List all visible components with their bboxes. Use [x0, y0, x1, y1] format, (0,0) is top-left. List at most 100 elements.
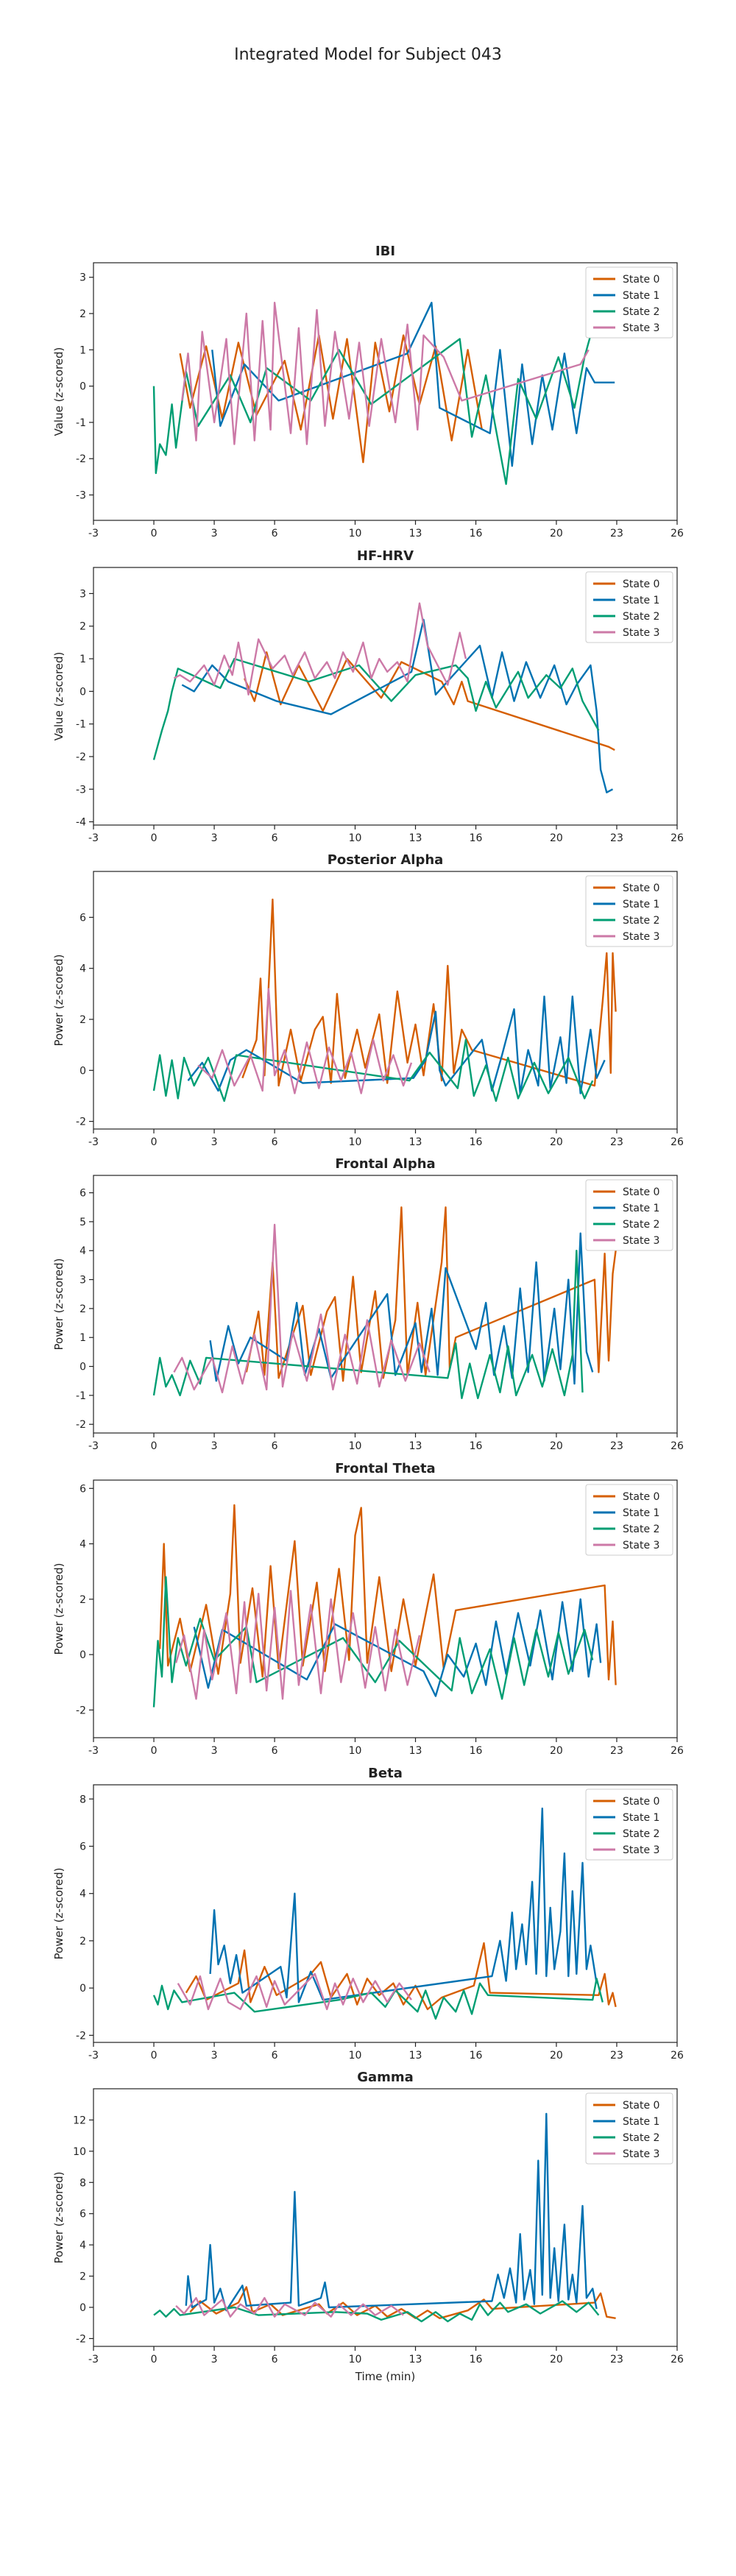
axes-frame	[93, 1479, 678, 1738]
axes-frame	[93, 567, 678, 826]
x-tick-label: 26	[670, 832, 684, 844]
legend-label: State 1	[623, 899, 659, 910]
legend-label: State 3	[623, 627, 659, 639]
x-tick-label: 23	[610, 2050, 623, 2062]
x-tick-label: 16	[470, 528, 483, 539]
series-line-state-3	[177, 1972, 412, 2011]
x-tick-label: 6	[272, 1440, 278, 1452]
x-tick-label: 0	[151, 528, 158, 539]
y-axis-label: Power (z-scored)	[52, 1868, 66, 1960]
legend-label: State 3	[623, 1540, 659, 1551]
y-tick-label: 6	[79, 912, 86, 924]
legend-box	[585, 875, 673, 947]
series-line-state-0	[179, 334, 483, 464]
x-tick-label: 10	[349, 528, 362, 539]
series-line-state-1	[209, 1232, 594, 1385]
x-tick-label: 0	[151, 1136, 158, 1148]
y-tick-label: -2	[76, 1705, 86, 1716]
series-line-state-2	[152, 1038, 594, 1103]
y-tick-label: -2	[76, 1419, 86, 1431]
x-tick-label: 13	[409, 528, 422, 539]
x-tick-label: 0	[151, 2354, 158, 2366]
y-tick-label: -3	[76, 784, 86, 796]
y-tick-label: 10	[73, 2146, 86, 2158]
y-axis-label: Power (z-scored)	[52, 955, 66, 1047]
series-line-state-1	[209, 1807, 598, 2003]
y-axis-label: Value (z-scored)	[52, 347, 66, 436]
legend-label: State 1	[623, 2116, 659, 2128]
x-tick-label: 0	[151, 2050, 158, 2062]
y-tick-label: 0	[79, 1983, 86, 1995]
x-tick-label: 13	[409, 2354, 422, 2366]
legend-box	[585, 266, 673, 339]
series-line-state-2	[152, 657, 600, 760]
x-tick-label: 20	[550, 1745, 563, 1757]
x-tick-label: 6	[272, 1745, 278, 1757]
panel-title: Beta	[368, 1766, 403, 1781]
legend: State 0 State 1 State 2 State 3	[585, 2092, 673, 2165]
panel-gamma: Gamma -3 0 3 6 10 13 16 20 23 26 -2 0 2 4 6 8 10 12 Power (…	[52, 2070, 684, 2383]
series-line-state-3	[173, 602, 467, 696]
x-tick-label: 20	[550, 528, 563, 539]
series-line-state-0	[185, 1942, 617, 2011]
panel-beta: Beta -3 0 3 6 10 13 16 20 23 26 -2 0 2 4 6 8 Power (z-sco…	[52, 1766, 684, 2062]
x-tick-label: 20	[550, 1136, 563, 1148]
x-tick-label: -3	[88, 528, 99, 539]
y-tick-label: 6	[79, 1841, 86, 1853]
y-tick-label: 2	[79, 1594, 86, 1606]
legend-label: State 2	[623, 306, 659, 318]
y-tick-label: 0	[79, 381, 86, 393]
legend-box	[585, 2092, 673, 2165]
y-tick-label: 2	[79, 1014, 86, 1026]
x-tick-label: 26	[670, 2354, 684, 2366]
y-tick-label: 4	[79, 963, 86, 975]
x-tick-label: 6	[272, 1136, 278, 1148]
x-tick-label: 20	[550, 2354, 563, 2366]
y-tick-label: 1	[79, 344, 86, 356]
panel-title: Posterior Alpha	[328, 852, 444, 868]
x-tick-label: 10	[349, 1440, 362, 1452]
y-tick-label: -1	[76, 417, 86, 429]
legend-label: State 0	[623, 578, 659, 590]
y-tick-label: 6	[79, 2209, 86, 2221]
y-tick-label: 4	[79, 1889, 86, 1900]
legend-label: State 0	[623, 1186, 659, 1198]
y-axis-label: Power (z-scored)	[52, 2172, 66, 2264]
legend-label: State 1	[623, 290, 659, 302]
x-tick-label: 0	[151, 1440, 158, 1452]
panel-title: HF-HRV	[357, 548, 414, 564]
x-tick-label: 10	[349, 2050, 362, 2062]
y-tick-label: 2	[79, 1936, 86, 1947]
series-line-state-1	[187, 995, 606, 1094]
y-tick-label: 2	[79, 308, 86, 320]
y-tick-label: 0	[79, 1362, 86, 1373]
panel-frontal-alpha: Frontal Alpha-3 0 3 6 10 13 16 20 23 26-2-1012345…	[52, 1156, 684, 1452]
y-tick-label: 8	[79, 2177, 86, 2189]
x-tick-label: 13	[409, 1136, 422, 1148]
x-tick-label: 23	[610, 832, 623, 844]
y-tick-label: 6	[79, 1188, 86, 1200]
y-tick-label: 0	[79, 2302, 86, 2314]
x-tick-label: 13	[409, 2050, 422, 2062]
y-tick-label: 6	[79, 1483, 86, 1495]
panel-posterior-alpha: Posterior Alpha -3 0 3 6 10 13 16 20 23 26 -2 0 2 4 6 Po…	[52, 852, 684, 1148]
legend: State 0 State 1 State 2 State 3	[585, 875, 673, 947]
axes-frame	[93, 2088, 678, 2347]
y-tick-label: -2	[76, 453, 86, 465]
x-tick-label: -3	[88, 1136, 99, 1148]
x-tick-label: 23	[610, 1440, 623, 1452]
x-tick-label: 23	[610, 528, 623, 539]
y-tick-label: 0	[79, 1649, 86, 1661]
panel-title: Gamma	[357, 2070, 414, 2085]
figure-title: Integrated Model for Subject 043	[234, 46, 502, 64]
x-tick-label: 26	[670, 1136, 684, 1148]
x-tick-label: 26	[670, 528, 684, 539]
x-tick-label: 10	[349, 2354, 362, 2366]
legend: State 0 State 1 State 2 State 3	[585, 1788, 673, 1861]
legend-label: State 3	[623, 322, 659, 334]
x-tick-label: 16	[470, 2354, 483, 2366]
legend-label: State 2	[623, 1219, 659, 1231]
legend: State 0 State 1 State 2 State 3	[585, 1179, 673, 1251]
y-tick-label: 3	[79, 1275, 86, 1287]
legend-label: State 1	[623, 1507, 659, 1519]
